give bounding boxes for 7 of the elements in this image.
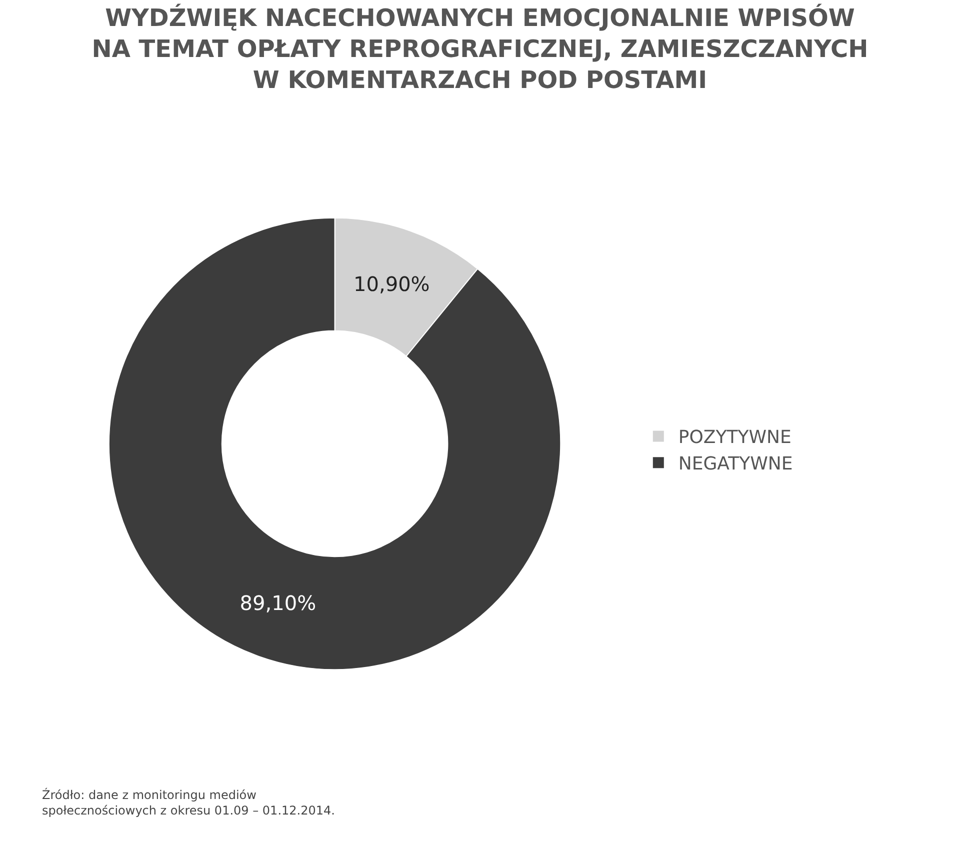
data-label: 10,90% [354, 272, 430, 296]
legend-label: POZYTYWNE [678, 427, 792, 448]
chart-title: WYDŹWIĘK NACECHOWANYCH EMOCJONALNIE WPISÓW NA TEMAT OPŁATY REPROGRAFICZNEJ, ZAMIESZCZANYCH W KOMENTARZACH POD POSTAMI [92, 2, 868, 94]
data-label: 89,10% [240, 591, 316, 616]
donut-slice [108, 217, 562, 670]
legend-label: NEGATYWNE [678, 454, 793, 475]
text: Źródło: dane z monitoringu mediów społecznościowych z okresu 01.09 – 01.12.2014. [42, 787, 335, 818]
